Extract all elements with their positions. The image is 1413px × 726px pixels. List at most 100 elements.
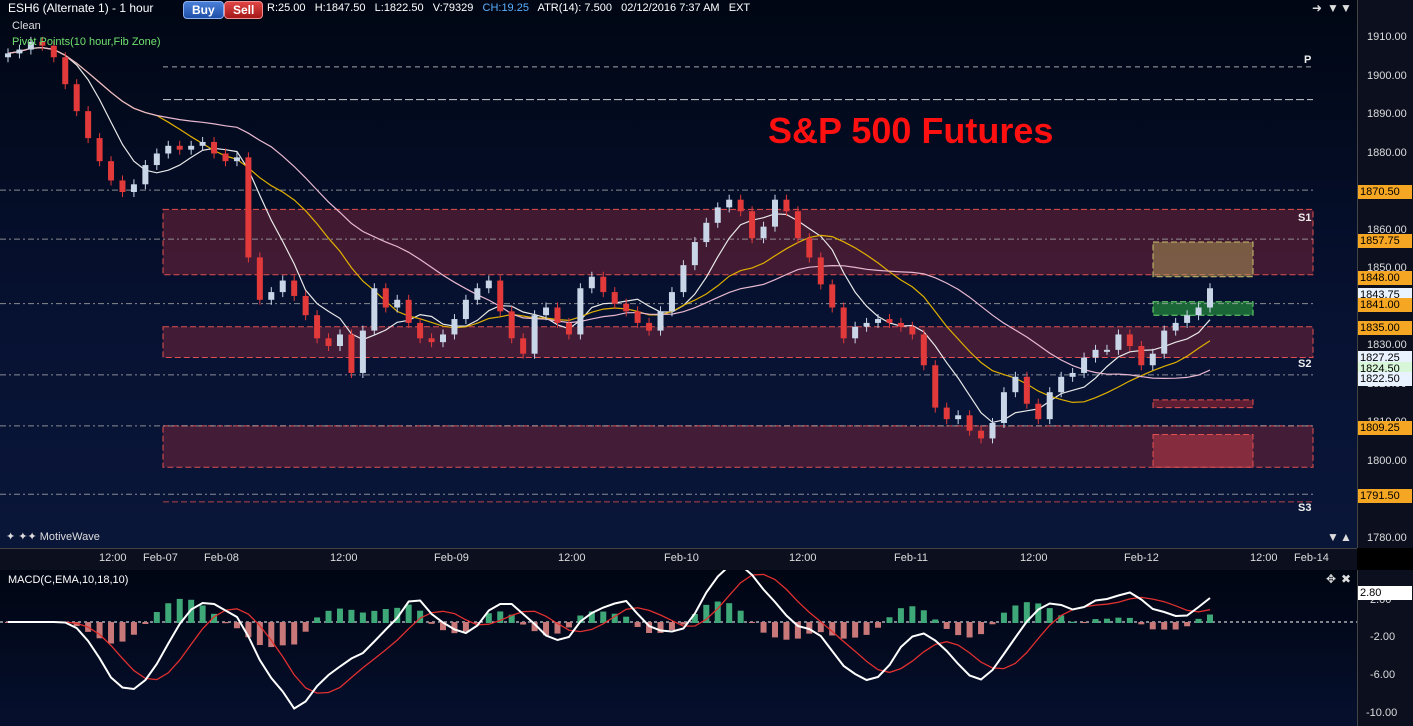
macd-histogram-bar [554, 622, 561, 634]
candle-body [886, 319, 893, 323]
candle-body [543, 307, 550, 316]
macd-histogram-bar [314, 617, 321, 623]
macd-panel[interactable] [0, 570, 1357, 726]
target-zone [1152, 241, 1254, 278]
candle-body [577, 288, 584, 335]
scroll-down-icon[interactable]: ▼ [1327, 1, 1339, 15]
time-tick: Feb-08 [204, 552, 239, 564]
macd-current-label: 2.80 [1358, 586, 1412, 600]
candle-body [279, 280, 286, 293]
macd-histogram-bar [531, 622, 538, 632]
candle-body [600, 276, 607, 293]
candle-body [5, 53, 11, 58]
candle-body [348, 334, 355, 373]
macd-histogram-bar [1126, 617, 1133, 623]
pivot-s1-label: S1 [1298, 212, 1312, 224]
buy-button[interactable]: Buy [183, 1, 224, 19]
macd-histogram-bar [348, 609, 355, 623]
candle-body [554, 307, 561, 323]
candle-body [691, 242, 698, 266]
macd-histogram-bar [497, 611, 504, 623]
macd-histogram-bar [852, 622, 859, 638]
macd-move-icon[interactable]: ✥ [1326, 572, 1337, 586]
pan-arrows-icon[interactable]: ✦ ✦✦ [6, 531, 40, 543]
candle-body [405, 299, 412, 323]
time-tick: 12:00 [99, 552, 127, 564]
macd-title[interactable]: MACD(C,EMA,10,18,10) [8, 574, 129, 586]
macd-histogram-bar [863, 622, 870, 635]
macd-close-icon[interactable]: ✖ [1341, 572, 1352, 586]
price-tick: 1830.00 [1367, 339, 1407, 351]
stop-zone [1152, 399, 1254, 409]
macd-histogram-bar [1000, 612, 1007, 623]
support-zone [162, 208, 1314, 276]
pivot-p-label: P [1304, 54, 1312, 66]
price-label: 1835.00 [1358, 321, 1412, 335]
candle-body [1161, 330, 1168, 354]
macd-histogram-bar [966, 622, 973, 638]
macd-histogram-bar [508, 614, 515, 623]
macd-histogram-bar [279, 622, 286, 646]
candle-body [108, 161, 115, 181]
scroll-down-alt-icon[interactable]: ▼ [1340, 1, 1352, 15]
low-value: L:1822.50 [374, 2, 424, 14]
candle-body [1149, 353, 1156, 366]
study-clean-label[interactable]: Clean [12, 20, 41, 32]
scroll-up-icon[interactable]: ▲ [1340, 530, 1352, 544]
macd-histogram-bar [897, 608, 904, 623]
candle-body [897, 322, 904, 327]
candle-body [451, 319, 458, 335]
candle-body [565, 322, 572, 335]
macd-histogram-bar [1069, 621, 1076, 623]
candle-body [1069, 372, 1076, 377]
scroll-down-bottom-icon[interactable]: ▼ [1327, 530, 1339, 544]
scroll-right-icon[interactable]: ➜ [1312, 1, 1323, 15]
atr-value: ATR(14): 7.500 [537, 2, 612, 14]
candle-body [325, 338, 332, 346]
candle-body [222, 153, 229, 162]
macd-histogram-bar [1161, 622, 1168, 630]
candle-body [1138, 346, 1145, 366]
entry-zone [1152, 301, 1254, 316]
macd-histogram-bar [829, 622, 836, 636]
candle-body [783, 199, 790, 212]
candle-body [932, 365, 939, 408]
symbol-label[interactable]: ESH6 (Alternate 1) - 1 hour [8, 1, 154, 15]
macd-histogram-bar [73, 622, 80, 627]
sell-button[interactable]: Sell [224, 1, 264, 19]
price-tick: 1900.00 [1367, 70, 1407, 82]
datetime-value: 02/12/2016 7:37 AM [621, 2, 720, 14]
candle-body [233, 157, 240, 162]
candle-body [1046, 392, 1053, 420]
candle-body [760, 226, 767, 239]
macd-signal-line [8, 573, 1211, 694]
candle-body [497, 280, 504, 312]
macd-histogram-bar [817, 622, 824, 633]
macd-histogram-bar [256, 622, 263, 646]
price-chart [0, 36, 1314, 503]
candle-body [382, 288, 389, 308]
macd-histogram-bar [108, 622, 115, 644]
time-tick: 12:00 [789, 552, 817, 564]
candle-body [16, 49, 23, 54]
time-tick: Feb-07 [143, 552, 178, 564]
macd-histogram-bar [565, 622, 572, 628]
candle-body [680, 265, 687, 293]
macd-histogram-bar [1195, 618, 1202, 623]
macd-histogram-bar [737, 610, 744, 623]
macd-histogram-bar [485, 613, 492, 623]
time-tick: Feb-10 [664, 552, 699, 564]
macd-histogram-bar [428, 622, 435, 624]
candle-body [909, 326, 916, 335]
macd-histogram-bar [1172, 622, 1179, 630]
price-label: 1857.75 [1358, 234, 1412, 248]
macd-histogram-bar [417, 610, 424, 623]
macd-histogram-bar [165, 603, 172, 623]
macd-tick: -2.00 [1370, 631, 1396, 643]
candle-body [62, 57, 69, 85]
study-pivot-label[interactable]: Pivot Points(10 hour,Fib Zone) [12, 36, 161, 48]
macd-histogram-bar [840, 622, 847, 639]
macd-histogram-bar [245, 622, 252, 638]
price-chart-area[interactable] [0, 0, 1357, 548]
candle-body [336, 334, 343, 346]
